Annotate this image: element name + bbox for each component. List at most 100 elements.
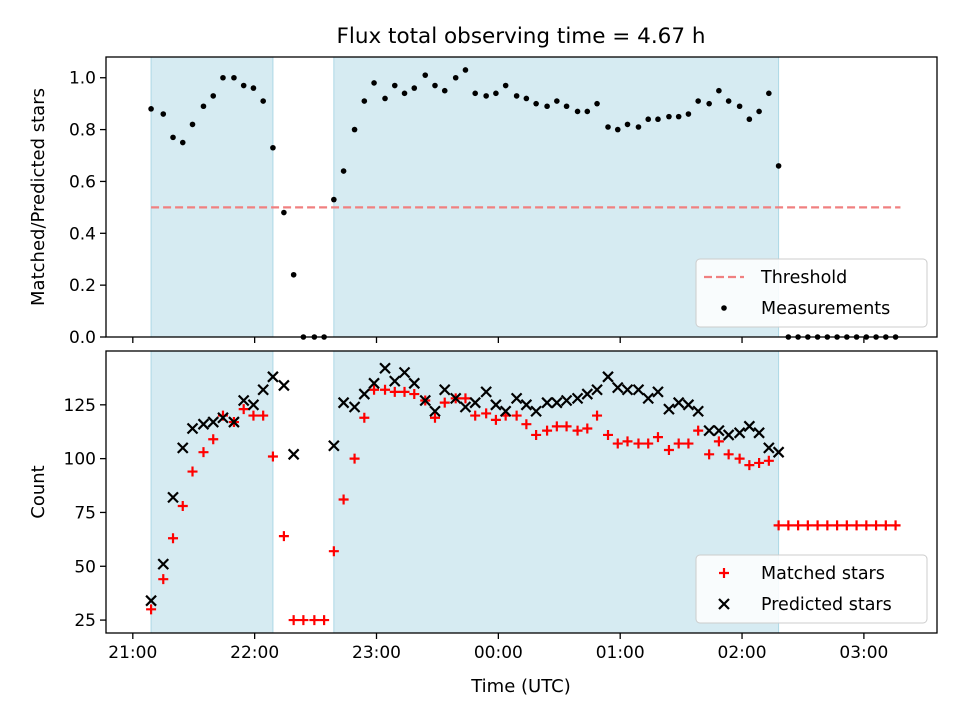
measurement-point [361,98,368,104]
predicted-star-point [207,416,220,428]
measurement-point [655,116,661,123]
predicted-star-point [157,558,170,570]
x-tick-label: 23:00 [352,643,401,663]
matched-star-point [369,384,380,395]
measurement-point [605,124,611,130]
matched-star-point [704,449,715,460]
matched-star-point [793,520,804,531]
matched-star-point [643,438,654,449]
predicted-star-point [469,396,481,409]
predicted-star-point [530,405,542,418]
matched-star-point [429,412,440,423]
measurement-point [472,90,479,97]
matched-star-point [861,520,872,531]
measurement-point [340,168,347,174]
predicted-star-point [510,392,523,405]
predicted-star-point [167,491,179,504]
matched-star-point [470,410,481,421]
predicted-star-point [692,405,704,418]
x-tick-label: 00:00 [474,643,523,663]
predicted-star-point [772,446,785,458]
predicted-star-point [713,424,725,437]
predicted-star-point [408,377,421,390]
measurement-point [240,82,247,89]
matched-star-point [278,531,289,542]
matched-star-point [812,520,823,531]
matched-star-point [258,410,269,421]
predicted-star-point [763,442,775,454]
matched-star-point [521,419,532,430]
predicted-star-point [337,396,350,409]
matched-star-point [851,520,862,531]
matched-star-point [841,520,852,531]
y-axis-label: Count [28,465,49,518]
chart-title: Flux total observing time = 4.67 h [337,24,706,49]
measurement-point [544,103,550,110]
matched-star-point [723,449,734,460]
predicted-star-point [237,394,250,407]
y-tick-label: 50 [74,557,96,577]
predicted-star-point [287,448,300,461]
predicted-star-point [611,381,624,394]
x-tick-label: 03:00 [839,643,888,663]
predicted-star-point [419,394,432,407]
matched-star-point [693,425,704,436]
bottom-panel-counts: 25 50 75 100 125 21:00 22:00 23:00 00:00 01:00 02:… [28,350,938,663]
matched-star-point [683,438,694,449]
matched-star-point [582,423,593,434]
measurement-point [493,90,499,97]
matched-star-point [380,384,391,395]
measurement-point [401,90,408,97]
predicted-star-point [398,366,411,379]
measurement-point [452,74,459,81]
predicted-star-point [278,379,290,392]
legend-box [695,258,928,328]
predicted-star-point [591,383,603,396]
y-tick-label: 125 [64,396,96,416]
measurement-point [533,100,539,107]
measurement-point [331,196,337,203]
measurement-point [260,98,266,104]
predicted-star-point [328,439,340,452]
measurement-point [706,100,712,107]
predicted-star-point [743,420,756,433]
measurement-point [746,116,753,123]
matched-star-point [490,414,501,425]
measurement-point [614,126,621,133]
matched-star-point [267,451,278,462]
predicted-star-point [652,386,664,398]
matched-star-point [288,615,299,626]
measurement-point [270,144,276,151]
predicted-star-point [663,403,675,415]
y-tick-label: 75 [74,503,96,523]
matched-star-point [603,429,614,440]
measurement-point [391,82,398,89]
matched-star-point [663,445,674,456]
y-axis-label: Matched/Predicted stars [28,88,49,306]
matched-star-point [802,520,813,531]
measurement-point [775,163,782,169]
predicted-star-point [145,594,157,607]
matched-star-point [832,520,843,531]
matched-star-point [744,460,755,471]
matched-star-point [783,520,794,531]
matched-star-point [198,447,209,458]
matched-star-point [238,404,249,415]
x-tick-label: 22:00 [230,643,279,663]
measurement-point [411,85,418,91]
predicted-star-point [541,396,553,409]
matched-star-point [309,615,320,626]
matched-star-point [561,421,572,432]
measurement-point [563,103,570,110]
predicted-star-point [753,427,765,439]
matched-star-point [531,429,542,440]
legend-matched-swatch [719,568,729,578]
legend-label: Predicted stars [761,595,892,615]
matched-star-point [409,389,420,400]
predicted-star-point [632,383,645,396]
predicted-star-point [358,388,371,400]
shaded-interval [150,350,274,634]
predicted-star-point [438,383,451,396]
matched-star-point [511,410,522,421]
matched-star-point [572,425,583,436]
